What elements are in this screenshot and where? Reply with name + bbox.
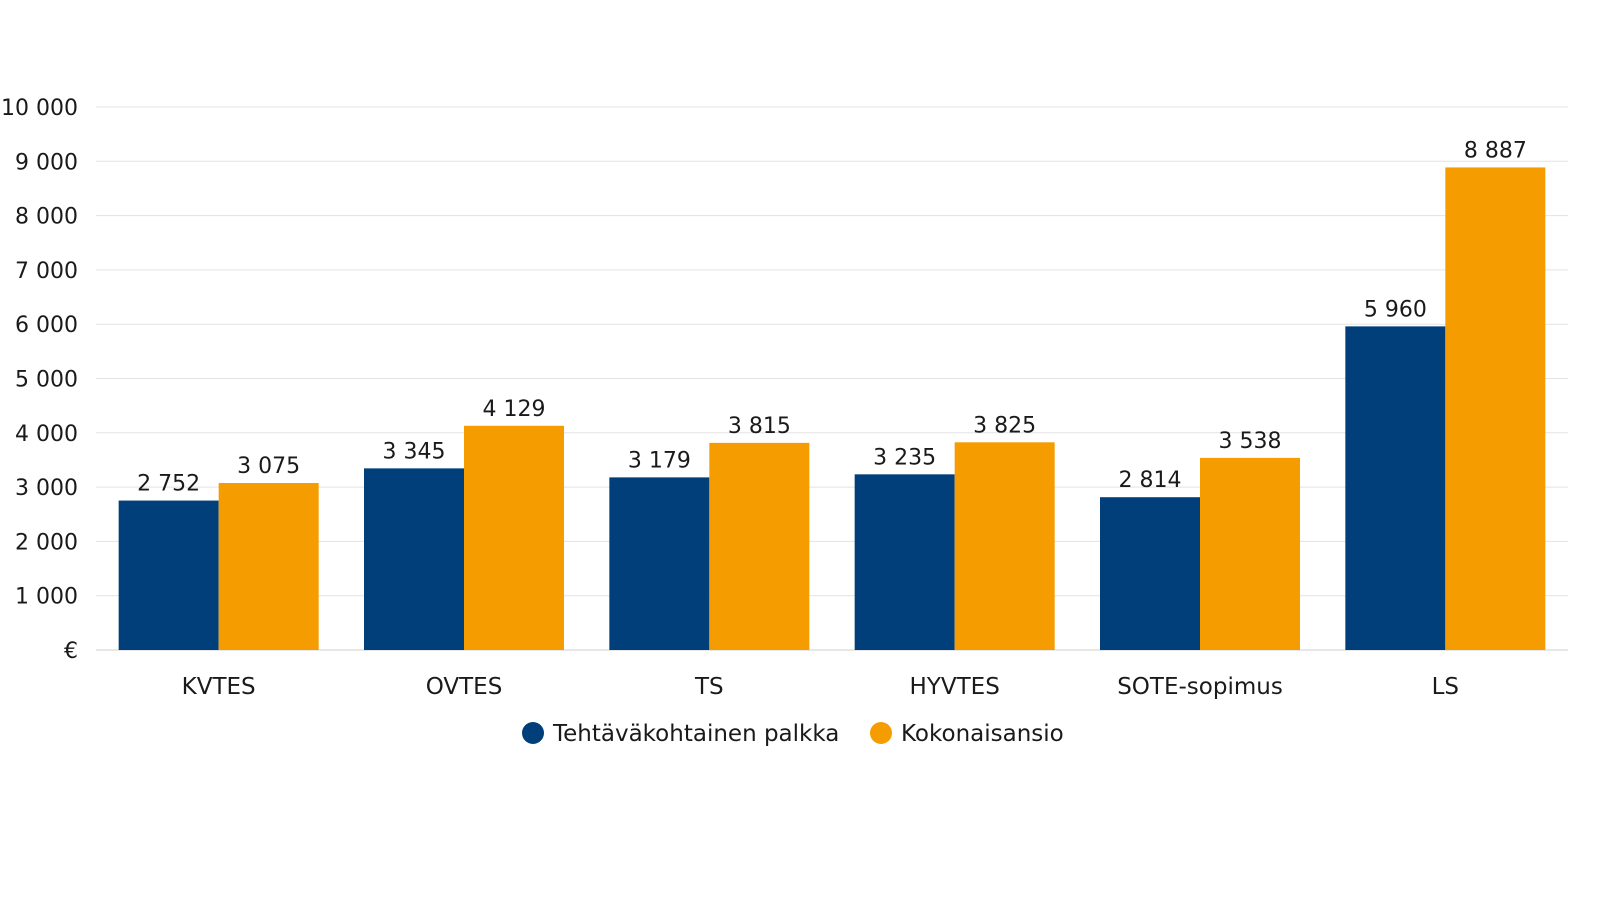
y-axis-ticks: €1 000 2 000 3 000 4 000 5 000 6 000 7 000 8 00… bbox=[1, 96, 78, 664]
bar-ls-series-2 bbox=[1445, 167, 1546, 650]
category-label: KVTES bbox=[182, 674, 256, 700]
bars bbox=[118, 167, 1546, 650]
data-label: 3 235 bbox=[873, 445, 936, 470]
y-tick-label: 3 000 bbox=[15, 476, 78, 501]
bar-sote-sopimus-series-1 bbox=[1100, 497, 1200, 650]
bar-ts-series-1 bbox=[609, 477, 710, 650]
legend-label-series-2: Kokonaisansio bbox=[901, 721, 1064, 747]
legend-label-series-1: Tehtäväkohtainen palkka bbox=[552, 721, 839, 747]
category-label: SOTE-sopimus bbox=[1117, 674, 1283, 700]
y-tick-label: 4 000 bbox=[15, 422, 78, 447]
data-labels: 2 752 3 075 3 345 4 129 3 179 3 815 3 235 3 825… bbox=[137, 138, 1527, 496]
legend: Tehtäväkohtainen palkka Kokonaisansio bbox=[522, 721, 1064, 747]
y-tick-label: € bbox=[64, 639, 78, 664]
bar-ts-series-2 bbox=[709, 442, 810, 650]
y-tick-label: 7 000 bbox=[15, 259, 78, 284]
y-tick-label: 5 000 bbox=[15, 368, 78, 393]
bar-kvtes-series-1 bbox=[118, 500, 219, 650]
gridlines bbox=[96, 106, 1568, 651]
category-label: OVTES bbox=[426, 674, 503, 700]
data-label: 3 538 bbox=[1219, 429, 1282, 454]
data-label: 2 814 bbox=[1119, 468, 1182, 493]
category-label: HYVTES bbox=[910, 674, 1000, 700]
data-label: 2 752 bbox=[137, 472, 200, 497]
category-label: TS bbox=[694, 674, 724, 700]
legend-marker-series-2 bbox=[870, 722, 892, 744]
y-tick-label: 10 000 bbox=[1, 96, 78, 121]
bar-hyvtes-series-2 bbox=[954, 442, 1055, 650]
y-tick-label: 2 000 bbox=[15, 530, 78, 555]
data-label: 3 815 bbox=[728, 414, 791, 439]
bar-hyvtes-series-1 bbox=[854, 474, 955, 650]
y-tick-label: 1 000 bbox=[15, 585, 78, 610]
y-tick-label: 9 000 bbox=[15, 150, 78, 175]
data-label: 5 960 bbox=[1364, 297, 1427, 322]
y-tick-label: 6 000 bbox=[15, 313, 78, 338]
data-label: 3 179 bbox=[628, 448, 691, 473]
bar-ovtes-series-2 bbox=[464, 425, 564, 650]
category-label: LS bbox=[1432, 674, 1459, 700]
bar-sote-sopimus-series-2 bbox=[1200, 457, 1300, 650]
legend-marker-series-1 bbox=[522, 722, 544, 744]
bar-kvtes-series-2 bbox=[218, 483, 319, 650]
category-labels: KVTES OVTES TS HYVTES SOTE-sopimus LS bbox=[182, 674, 1459, 700]
data-label: 3 075 bbox=[237, 454, 300, 479]
bar-ls-series-1 bbox=[1345, 326, 1446, 650]
bar-ovtes-series-1 bbox=[364, 468, 464, 650]
data-label: 3 825 bbox=[973, 413, 1036, 438]
data-label: 3 345 bbox=[383, 439, 446, 464]
y-tick-label: 8 000 bbox=[15, 205, 78, 230]
data-label: 4 129 bbox=[483, 397, 546, 422]
data-label: 8 887 bbox=[1464, 138, 1527, 163]
